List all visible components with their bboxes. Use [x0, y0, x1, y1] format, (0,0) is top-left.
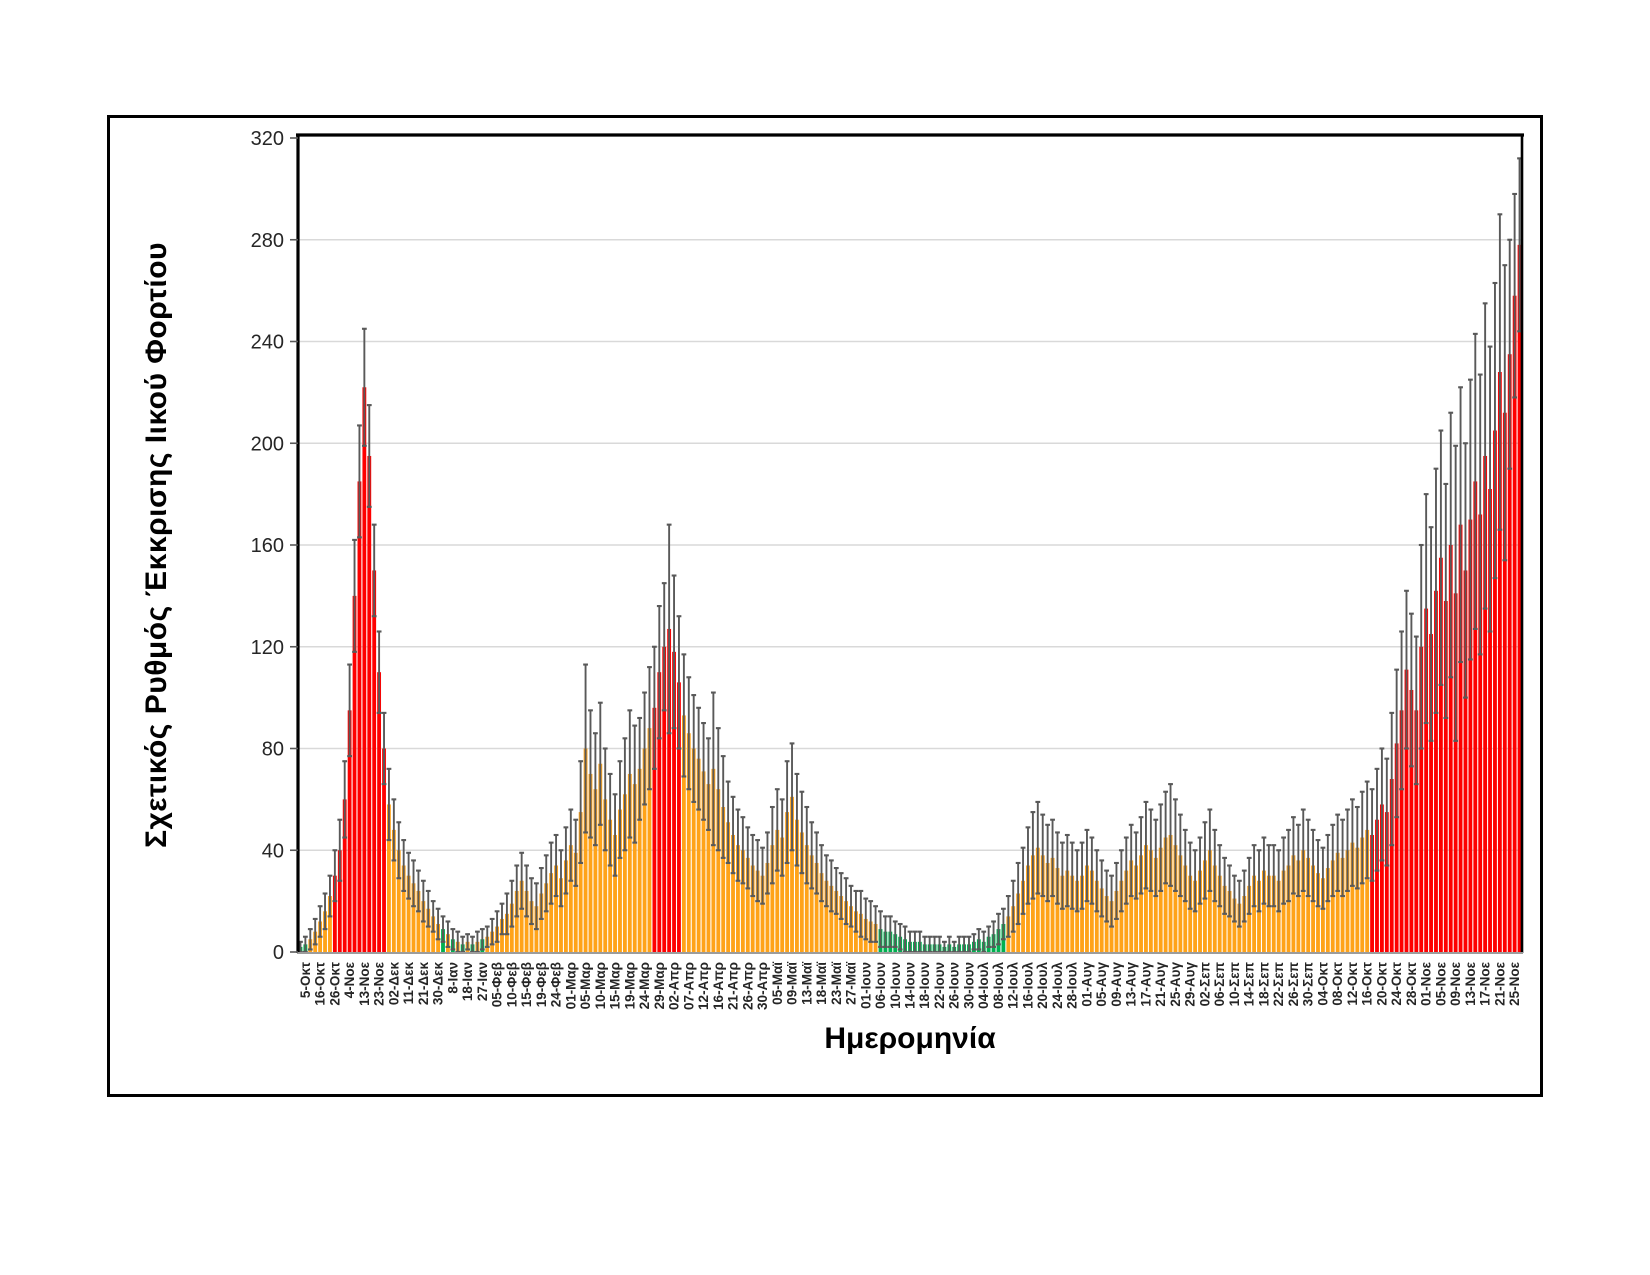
x-axis-title: Ημερομηνία	[824, 1022, 996, 1055]
chart-figure	[107, 115, 1543, 1097]
y-axis-title: Σχετικός Ρυθμός Έκκρισης Ιικού Φορτίου	[140, 242, 173, 848]
